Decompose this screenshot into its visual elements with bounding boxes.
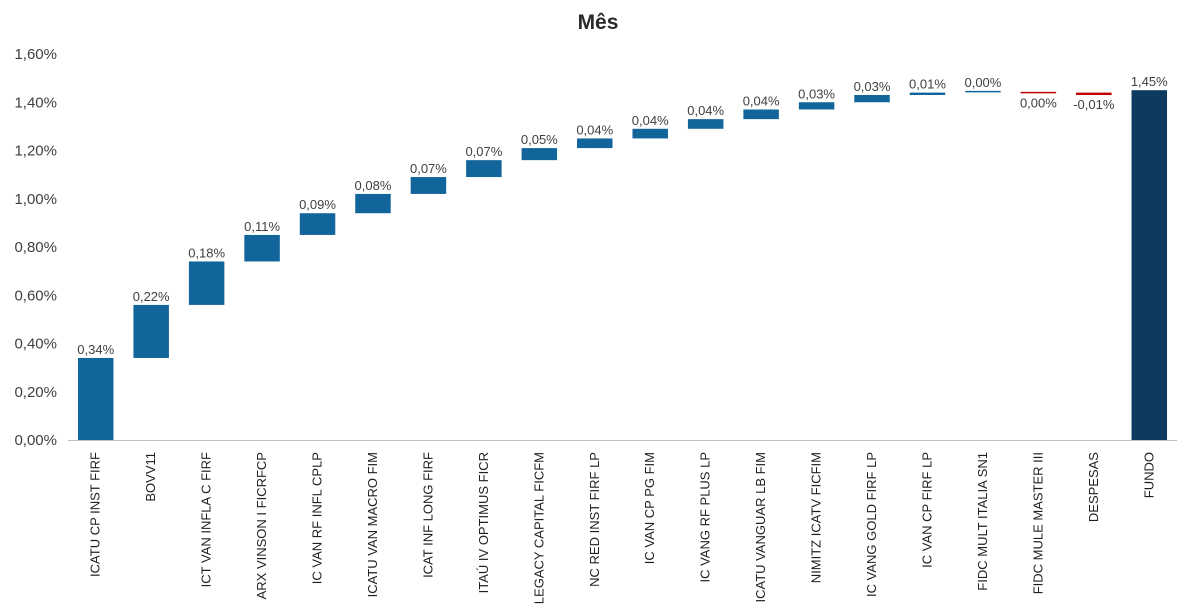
x-tick-label: BOVV11 xyxy=(143,452,158,502)
data-label: 0,03% xyxy=(798,86,835,101)
x-tick-label: IC VAN CP PG FIM xyxy=(642,452,657,564)
x-tick-label: FIDC MULT ITALIA SN1 xyxy=(975,452,990,591)
data-label: 0,04% xyxy=(743,93,780,108)
waterfall-bar xyxy=(909,92,946,96)
x-tick-label: ICAT INF LONG FIRF xyxy=(420,452,435,578)
data-label: 0,00% xyxy=(964,75,1001,90)
y-tick-label: 0,60% xyxy=(14,287,57,304)
data-label: 0,04% xyxy=(576,122,613,137)
x-tick-label: IC VAN CP FIRF LP xyxy=(919,452,934,568)
waterfall-bar xyxy=(244,234,280,262)
y-tick-label: 1,00% xyxy=(14,191,57,208)
x-tick-label: FUNDO xyxy=(1141,452,1156,498)
data-label: 0,04% xyxy=(687,103,724,118)
data-label: 0,03% xyxy=(854,79,891,94)
bars xyxy=(77,90,1168,440)
waterfall-bar xyxy=(965,90,1001,93)
data-label: 0,00% xyxy=(1020,95,1057,110)
data-label: 0,08% xyxy=(355,178,392,193)
waterfall-bar xyxy=(299,213,336,235)
x-axis: ICATU CP INST FIRF BOVV11 ICT VAN INFLA C … xyxy=(88,452,1157,605)
y-tick-label: 1,20% xyxy=(14,143,57,160)
x-tick-label: ICATU VANGUAR LB FIM xyxy=(753,452,768,602)
waterfall-bar xyxy=(687,119,724,129)
data-label: 0,11% xyxy=(244,219,280,234)
x-tick-label: ARX VINSON I FICRFCP xyxy=(254,452,269,599)
y-axis: 0,00% 0,20% 0,40% 0,60% 0,80% 1,00% 1,20% 1,40%… xyxy=(14,46,57,449)
data-label: 0,09% xyxy=(299,197,336,212)
x-tick-label: LEGACY CAPITAL FICFM xyxy=(531,452,546,604)
y-tick-label: 1,60% xyxy=(14,46,57,63)
y-tick-label: 1,40% xyxy=(14,94,57,111)
total-bar xyxy=(1131,90,1168,440)
y-tick-label: 0,20% xyxy=(14,384,57,401)
y-tick-label: 0,00% xyxy=(14,432,57,449)
x-tick-label: IC VAN RF INFL CPLP xyxy=(310,452,325,584)
y-tick-label: 0,80% xyxy=(14,239,57,256)
waterfall-bar xyxy=(1020,91,1057,94)
data-label: -0,01% xyxy=(1073,97,1115,112)
x-tick-label: ITAÚ IV OPTIMUS FICR xyxy=(476,452,491,593)
x-tick-label: FIDC MULE MASTER III xyxy=(1030,452,1045,594)
waterfall-bar xyxy=(188,261,225,305)
y-tick-label: 0,40% xyxy=(14,336,57,353)
chart-title: Mês xyxy=(578,11,619,34)
x-tick-label: IC VANG RF PLUS LP xyxy=(698,452,713,583)
data-label: 0,34% xyxy=(77,342,114,357)
x-tick-label: DESPESAS xyxy=(1086,452,1101,522)
data-label: 0,22% xyxy=(133,289,170,304)
data-label: 0,07% xyxy=(410,161,447,176)
data-labels: 0,34% 0,22% 0,18% 0,11% 0,09% 0,08% 0,07% 0,07%… xyxy=(77,74,1168,357)
x-tick-label: ICATU CP INST FIRF xyxy=(88,452,103,577)
waterfall-bar xyxy=(743,109,779,120)
data-label: 0,07% xyxy=(465,144,502,159)
data-label: 0,04% xyxy=(632,113,669,128)
data-label: 0,01% xyxy=(909,77,946,92)
waterfall-bar xyxy=(77,357,114,440)
x-tick-label: IC VANG GOLD FIRF LP xyxy=(864,452,879,597)
waterfall-bar xyxy=(1076,92,1112,96)
waterfall-bar xyxy=(521,148,558,161)
data-label: 0,05% xyxy=(521,132,558,147)
waterfall-bar xyxy=(577,138,613,149)
x-tick-label: ICATU VAN MACRO FIM xyxy=(365,452,380,597)
data-label: 1,45% xyxy=(1131,74,1168,89)
x-tick-label: NC RED INST FIRF LP xyxy=(587,452,602,587)
waterfall-bar xyxy=(854,95,890,103)
waterfall-bar xyxy=(133,304,169,358)
waterfall-bar xyxy=(355,193,391,214)
x-tick-label: ICT VAN INFLA C FIRF xyxy=(199,452,214,587)
x-tick-label: NIMITZ ICATV FICFIM xyxy=(809,452,824,583)
waterfall-bar xyxy=(632,128,668,139)
data-label: 0,18% xyxy=(188,245,225,260)
waterfall-bar xyxy=(410,177,447,194)
waterfall-bar xyxy=(466,160,502,178)
waterfall-bar xyxy=(798,102,835,110)
